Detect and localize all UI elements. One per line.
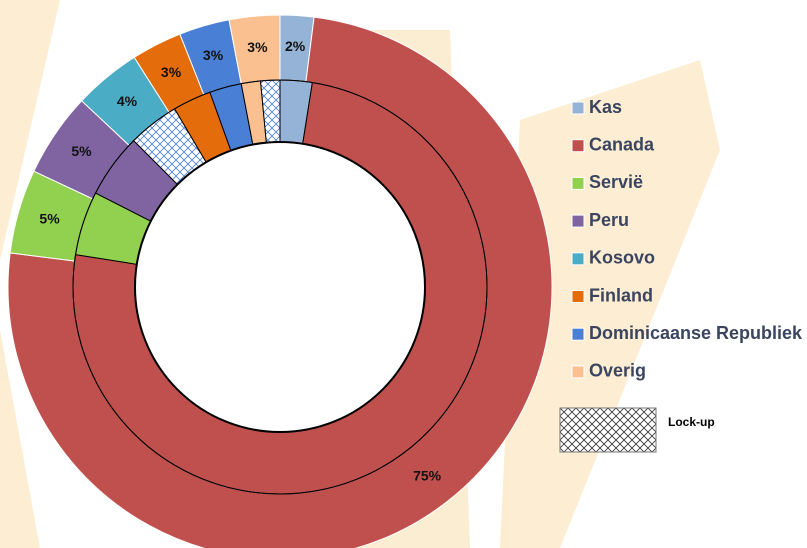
rings: 2% 75% 5% 5% 4% 3% 3% 3% xyxy=(7,14,553,548)
data-label: 3% xyxy=(161,64,182,80)
legend: Kas Canada Servië Peru Kosovo Finland Dominica… xyxy=(559,97,803,453)
legend-label: Canada xyxy=(589,134,655,154)
data-label: 4% xyxy=(117,93,138,109)
data-label: 5% xyxy=(39,211,60,227)
legend-swatch xyxy=(571,101,585,115)
legend-label: Lock-up xyxy=(668,415,715,429)
data-label: 2% xyxy=(285,38,306,54)
data-label: 5% xyxy=(71,143,92,159)
legend-label: Finland xyxy=(589,285,653,305)
data-label: 75% xyxy=(413,467,442,483)
legend-label: Peru xyxy=(589,210,629,230)
legend-swatch xyxy=(559,407,657,453)
legend-swatch xyxy=(571,139,585,153)
data-label: 3% xyxy=(247,39,268,55)
legend-swatch xyxy=(571,176,585,190)
legend-label: Kosovo xyxy=(589,248,655,268)
legend-swatch xyxy=(571,365,585,379)
legend-swatch xyxy=(571,327,585,341)
legend-swatch xyxy=(571,252,585,266)
legend-label: Overig xyxy=(589,361,646,381)
legend-label: Kas xyxy=(589,97,622,117)
hole-outline xyxy=(134,141,426,433)
legend-swatch xyxy=(571,290,585,303)
legend-label: Servië xyxy=(589,172,643,192)
data-label: 3% xyxy=(203,47,224,63)
legend-swatch xyxy=(571,214,585,228)
legend-label: Dominicaanse Republiek xyxy=(589,323,803,343)
ring-outline xyxy=(72,79,488,495)
